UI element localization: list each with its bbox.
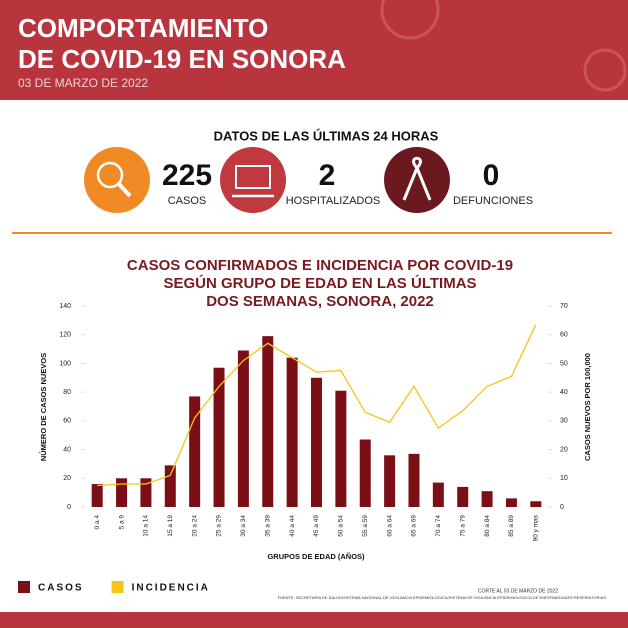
icon-glyph	[117, 182, 132, 198]
icon-glyph	[402, 156, 432, 201]
header-date: 03 DE MARZO DE 2022	[18, 76, 148, 90]
y-axis-title: NÚMERO DE CASOS NUEVOS	[39, 353, 48, 461]
x-axis-title: GRUPOS DE EDAD (AÑOS)	[267, 552, 365, 561]
icon-deaths	[384, 147, 450, 213]
x-tick-label: 40 a 44	[289, 515, 296, 537]
bar	[237, 350, 249, 507]
footer-source: FUENTE: SECRETARÍA DE SALUD/SISTEMA NACI…	[278, 595, 607, 600]
x-tick-label: 0 a 4	[94, 515, 101, 530]
icon-cases	[84, 147, 150, 213]
bar	[189, 396, 201, 507]
stats-heading: DATOS DE LAS ÚLTIMAS 24 HORAS	[214, 128, 439, 143]
y2-tick-label: 30	[560, 418, 568, 425]
x-tick-label: 85 a 89	[508, 515, 515, 537]
icon-glyph	[96, 161, 124, 189]
y2-tick-label: 60	[560, 332, 568, 339]
bar	[481, 491, 493, 507]
stat-value: 2	[319, 159, 336, 192]
y-tick-label: 20	[63, 475, 71, 482]
bar	[408, 453, 420, 507]
x-tick-label: 60 a 64	[386, 515, 393, 537]
legend-label: CASOS	[38, 583, 84, 594]
y2-tick-label: 40	[560, 389, 568, 396]
header-title: COMPORTAMIENTO	[18, 13, 268, 43]
incidence-line	[97, 324, 537, 487]
y2-tick-label: 10	[560, 475, 568, 482]
bar	[286, 357, 298, 507]
bar	[311, 377, 322, 507]
y-tick-label: 40	[63, 446, 71, 453]
legend-swatch	[111, 581, 124, 593]
y-tick-label: 0	[67, 504, 71, 511]
x-tick-label: 5 a 9	[118, 515, 125, 530]
y-tick-label: 80	[63, 389, 71, 396]
footer-band	[0, 612, 628, 628]
bar	[457, 486, 469, 507]
x-tick-label: 25 a 29	[216, 515, 223, 537]
stat-label: HOSPITALIZADOS	[286, 195, 381, 207]
icon-glyph	[235, 165, 271, 189]
icon-hospital	[220, 147, 286, 213]
bar	[262, 336, 274, 507]
header-band	[0, 0, 628, 100]
bar	[91, 484, 103, 507]
bar	[140, 478, 152, 507]
chart-title: DOS SEMANAS, SONORA, 2022	[206, 293, 434, 310]
y2-tick-label: 0	[560, 504, 564, 511]
stat-label: CASOS	[168, 195, 207, 207]
x-tick-label: 35 a 39	[264, 515, 271, 537]
x-tick-label: 45 a 49	[313, 515, 320, 537]
chart-title: CASOS CONFIRMADOS E INCIDENCIA POR COVID…	[127, 257, 513, 274]
x-tick-label: 65 a 69	[411, 515, 418, 537]
y-tick-label: 100	[59, 360, 71, 367]
x-tick-label: 30 a 34	[240, 515, 247, 537]
bar	[505, 498, 517, 507]
legend-label: INCIDENCIA	[132, 583, 210, 594]
x-tick-label: 90 y mas	[533, 514, 540, 541]
x-tick-label: 55 a 59	[362, 515, 369, 537]
bar	[164, 465, 176, 507]
decor	[583, 48, 627, 92]
x-tick-label: 70 a 74	[435, 515, 442, 537]
y2-tick-label: 50	[560, 360, 568, 367]
bar	[359, 439, 371, 507]
header-title: DE COVID-19 EN SONORA	[18, 44, 346, 74]
y-tick-label: 140	[59, 303, 71, 310]
x-tick-label: 50 a 54	[338, 515, 345, 537]
y2-tick-label: 20	[560, 446, 568, 453]
x-tick-label: 10 a 14	[143, 515, 150, 537]
bar	[384, 455, 396, 507]
x-tick-label: 15 a 19	[167, 515, 174, 537]
x-tick-label: 20 a 24	[191, 515, 198, 537]
footer-cutoff: CORTE AL 03 DE MARZO DE 2022	[478, 588, 558, 594]
y2-axis-title: CASOS NUEVOS POR 100,000	[583, 353, 592, 461]
y-tick-label: 120	[59, 332, 71, 339]
bar	[116, 478, 128, 507]
y2-tick-label: 70	[560, 303, 568, 310]
bar	[213, 367, 225, 507]
chart-title: SEGÚN GRUPO DE EDAD EN LAS ÚLTIMAS	[163, 274, 476, 292]
bar	[432, 482, 444, 507]
stat-value: 0	[483, 159, 500, 192]
bar	[530, 501, 542, 507]
legend-swatch	[18, 581, 30, 593]
x-tick-label: 80 a 84	[484, 515, 491, 537]
decor	[380, 0, 440, 40]
stat-label: DEFUNCIONES	[453, 195, 533, 207]
stat-value: 225	[162, 159, 212, 192]
y-tick-label: 60	[63, 418, 71, 425]
x-tick-label: 75 a 79	[459, 515, 466, 537]
bar	[335, 390, 347, 507]
